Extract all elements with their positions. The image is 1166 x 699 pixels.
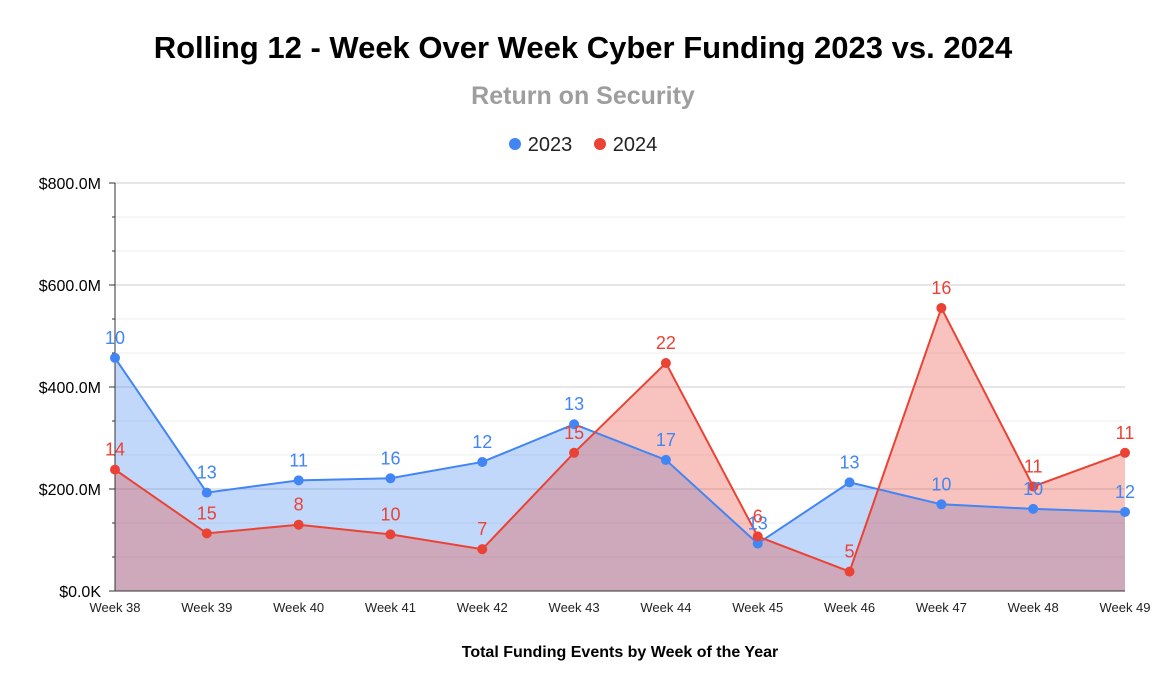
chart-subtitle: Return on Security (471, 82, 695, 110)
legend-label-2024: 2024 (612, 134, 658, 156)
x-tick-label: Week 44 (640, 600, 691, 615)
data-point-2023[interactable] (293, 475, 304, 486)
y-tick-label: $800.0M (39, 176, 101, 193)
data-label-2023: 13 (197, 463, 217, 483)
data-point-2024[interactable] (752, 531, 763, 542)
data-label-2024: 11 (1024, 456, 1043, 476)
data-label-2023: 13 (840, 452, 860, 472)
data-point-2023[interactable] (936, 499, 947, 510)
data-point-2023[interactable] (110, 352, 120, 363)
data-label-2023: 12 (1115, 482, 1135, 502)
data-point-2023[interactable] (385, 473, 396, 484)
data-label-2024: 14 (105, 440, 125, 460)
y-tick-label: $400.0M (39, 380, 101, 397)
data-point-2024[interactable] (293, 519, 304, 530)
data-label-2024: 15 (564, 423, 584, 443)
legend: 2023 2024 (0, 134, 1166, 157)
x-tick-label: Week 40 (273, 600, 324, 615)
data-point-2023[interactable] (752, 538, 763, 549)
legend-marker-2024-icon (593, 138, 606, 150)
data-label-2023: 10 (1023, 479, 1043, 499)
x-tick-label: Week 49 (1099, 600, 1150, 615)
chart-title: Rolling 12 - Week Over Week Cyber Fundin… (153, 30, 1013, 65)
data-point-2024[interactable] (477, 544, 488, 555)
legend-marker-2023-icon (508, 138, 521, 150)
data-point-2024[interactable] (569, 447, 580, 458)
series-line-2023 (114, 357, 1126, 545)
data-point-2023[interactable] (1120, 506, 1130, 517)
plot-area: $0.0K $200.0M $400.0M $600.0M $800.0M Week 38… (39, 176, 1151, 615)
data-point-2024[interactable] (660, 358, 671, 369)
data-label-2023: 16 (380, 448, 400, 468)
x-tick-label: Week 47 (916, 600, 967, 615)
y-tick-label: $0.0K (59, 584, 101, 601)
series-line-2024 (114, 305, 1126, 573)
data-label-2023: 12 (472, 432, 492, 452)
data-point-2023[interactable] (1028, 503, 1039, 514)
data-point-2024[interactable] (201, 528, 212, 539)
data-label-2024: 7 (477, 519, 487, 539)
legend-item-2024[interactable]: 2024 (593, 134, 658, 157)
x-axis-title: Total Funding Events by Week of the Year (461, 644, 779, 661)
data-point-2023[interactable] (660, 454, 671, 465)
x-tick-label: Week 38 (89, 600, 140, 615)
data-point-2023[interactable] (569, 419, 580, 430)
area-fill-2024 (115, 307, 1125, 591)
data-label-2023: 13 (748, 514, 768, 534)
data-point-2023[interactable] (844, 477, 855, 488)
data-label-2024: 8 (294, 495, 304, 515)
data-point-2024[interactable] (110, 464, 120, 475)
data-label-2024: 10 (380, 504, 400, 524)
data-point-2024[interactable] (1120, 447, 1130, 458)
data-label-2024: 15 (197, 503, 217, 523)
x-tick-label: Week 48 (1008, 600, 1059, 615)
data-label-2023: 13 (564, 394, 584, 414)
data-label-2024: 22 (656, 333, 676, 353)
x-tick-label: Week 45 (732, 600, 783, 615)
data-label-2023: 10 (105, 328, 125, 348)
data-label-2023: 10 (931, 474, 951, 494)
legend-item-2023[interactable]: 2023 (508, 134, 573, 157)
data-point-2024[interactable] (1028, 481, 1039, 492)
legend-label-2023: 2023 (527, 134, 573, 156)
y-tick-label: $200.0M (39, 482, 101, 499)
data-point-2024[interactable] (844, 566, 855, 577)
data-point-2023[interactable] (477, 456, 488, 467)
x-tick-label: Week 41 (365, 600, 416, 615)
data-point-2024[interactable] (936, 302, 947, 313)
data-label-2024: 6 (753, 506, 763, 526)
x-tick-label: Week 43 (549, 600, 600, 615)
x-tick-label: Week 39 (181, 600, 232, 615)
x-tick-label: Week 46 (824, 600, 875, 615)
data-label-2024: 11 (1116, 423, 1135, 443)
data-label-2023: 11 (289, 450, 308, 470)
x-tick-label: Week 42 (457, 600, 508, 615)
data-point-2023[interactable] (201, 487, 212, 498)
y-tick-label: $600.0M (39, 278, 101, 295)
data-label-2024: 5 (845, 542, 855, 562)
data-point-2024[interactable] (385, 529, 396, 540)
data-label-2023: 17 (656, 430, 676, 450)
data-label-2024: 16 (931, 278, 951, 298)
